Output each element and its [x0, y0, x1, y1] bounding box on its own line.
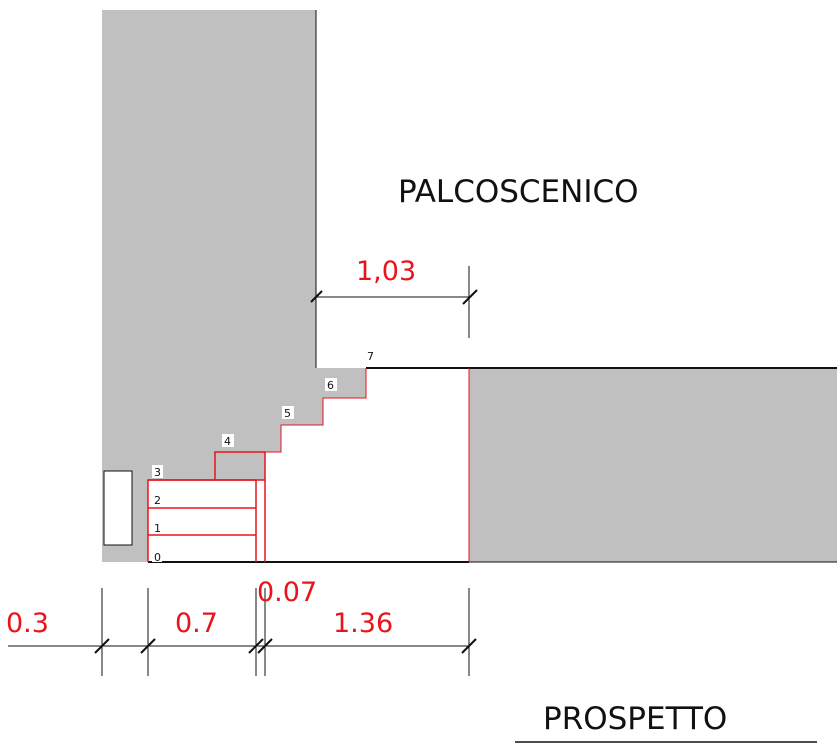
step-label-6: 6	[327, 379, 334, 392]
step-label-3: 3	[154, 466, 161, 479]
step-label-0: 0	[154, 551, 161, 564]
dimension-d4: 1.36	[333, 608, 393, 639]
step-label-4: 4	[224, 435, 231, 448]
stage-label: PALCOSCENICO	[398, 174, 639, 210]
step-label-7: 7	[367, 350, 374, 363]
dimension-d3: 0.07	[257, 577, 317, 608]
step-label-2: 2	[154, 494, 161, 507]
view-title: PROSPETTO	[543, 701, 727, 737]
wall-opening	[103, 470, 133, 546]
dimension-top-width: 1,03	[356, 256, 416, 287]
step-label-5: 5	[284, 407, 291, 420]
dimension-d1: 0.3	[6, 608, 49, 639]
stair-outline	[147, 368, 470, 562]
wall-section-right	[469, 368, 837, 562]
bottom-dimension-chain	[8, 588, 477, 676]
top-dimension	[310, 266, 478, 338]
wall-section-left	[102, 10, 366, 562]
dimension-d2: 0.7	[175, 608, 218, 639]
step-labels: 0 1 2 3 4 5 6 7	[152, 350, 374, 564]
step-label-1: 1	[154, 522, 161, 535]
